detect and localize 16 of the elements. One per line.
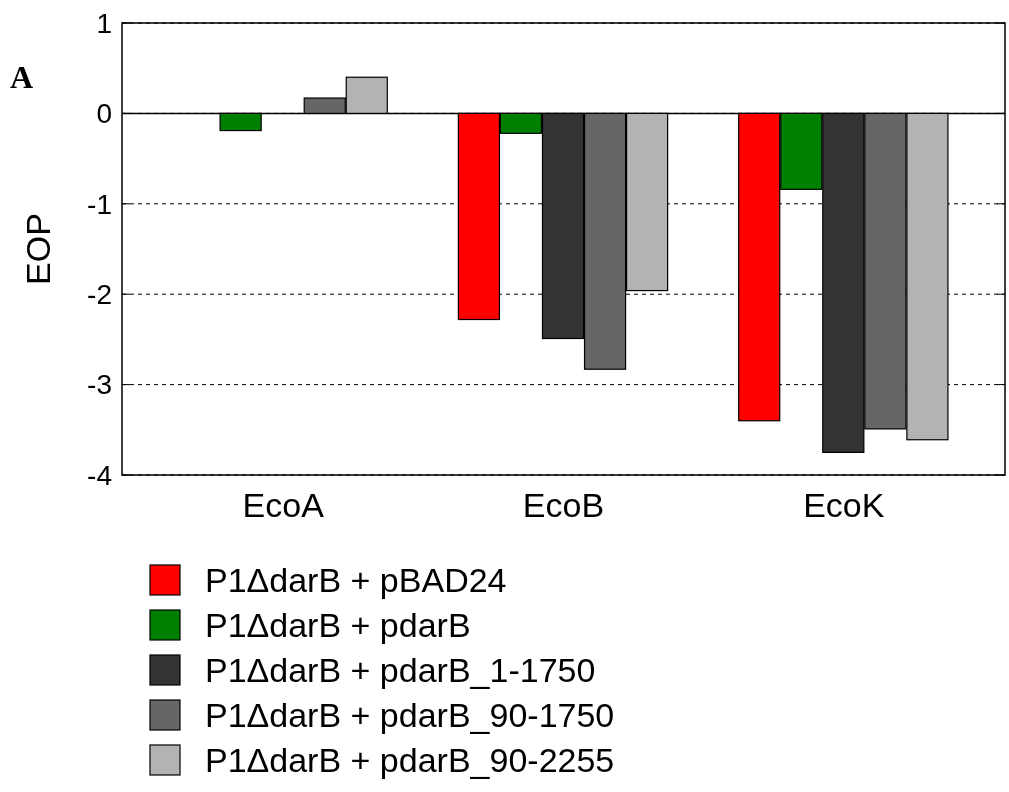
x-tick-label: EcoA	[242, 486, 325, 524]
y-tick-label: -3	[87, 369, 112, 401]
y-axis-title: EOP	[19, 213, 57, 285]
y-tick-label: -2	[87, 279, 112, 310]
x-tick-label: EcoK	[803, 486, 885, 524]
y-tick-label: -4	[87, 459, 112, 491]
x-tick-label: EcoB	[522, 486, 605, 524]
legend-label: P1ΔdarB + pdarB_90-2255	[205, 740, 615, 779]
y-tick-label: -1	[87, 188, 112, 220]
legend-label: P1ΔdarB + pdarB_90-1750	[205, 695, 615, 734]
text: A	[10, 59, 34, 95]
y-tick-label: 0	[96, 98, 112, 130]
legend-label: P1ΔdarB + pdarB	[205, 605, 471, 644]
y-tick-label: 1	[96, 7, 112, 39]
legend-label: P1ΔdarB + pBAD24	[205, 560, 507, 599]
legend-label: P1ΔdarB + pdarB_1-1750	[205, 650, 596, 689]
